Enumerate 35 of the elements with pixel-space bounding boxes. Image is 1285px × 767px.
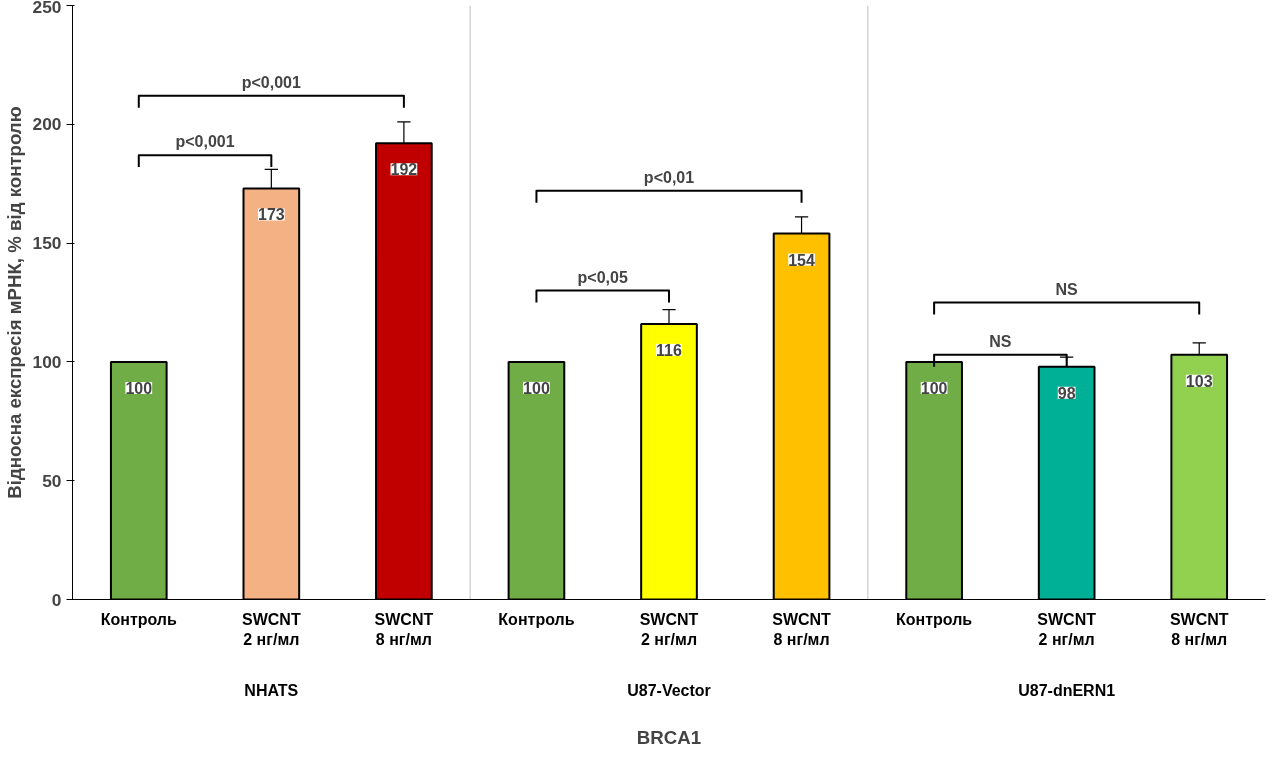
- annotation: p<0,001: [241, 73, 302, 91]
- x-tick-label: SWCNT 2 нг/мл: [1037, 610, 1097, 648]
- data-label: 98: [1057, 384, 1076, 402]
- x-tick-label: SWCNT 2 нг/мл: [639, 610, 699, 648]
- y-tick-label: 200: [32, 114, 62, 135]
- x-axis-title: BRCA1: [636, 726, 702, 748]
- x-tick-label: SWCNT 8 нг/мл: [374, 610, 434, 648]
- x-tick-label: SWCNT 8 нг/мл: [1169, 610, 1229, 648]
- text: U87-Vector: [627, 681, 711, 699]
- annotation: p<0,05: [577, 268, 628, 286]
- data-label: 100: [523, 379, 550, 397]
- y-tick-label: 250: [32, 0, 62, 17]
- y-tick-label: 150: [32, 233, 62, 254]
- data-label: 116: [656, 341, 683, 359]
- text: NHATS: [244, 681, 299, 699]
- annotation: p<0,01: [643, 168, 695, 186]
- y-tick-label: 100: [32, 351, 62, 372]
- x-tick-label: Контроль: [896, 610, 973, 628]
- text: U87-dnERN1: [1018, 681, 1116, 699]
- y-axis-title: Відносна експресія мРНК, % від контролю: [3, 106, 25, 499]
- x-tick-label: SWCNT 8 нг/мл: [772, 610, 832, 648]
- y-tick-label: 50: [42, 470, 62, 491]
- annotation: NS: [989, 332, 1012, 350]
- x-tick-label: Контроль: [498, 610, 575, 628]
- annotation: p<0,001: [175, 133, 235, 151]
- x-tick-label: SWCNT 2 нг/мл: [242, 610, 301, 648]
- data-label: 154: [788, 251, 815, 269]
- data-label: 173: [257, 206, 285, 224]
- data-label: 100: [125, 379, 153, 397]
- data-label: 192: [390, 161, 418, 179]
- data-label: 100: [920, 379, 948, 397]
- annotation: NS: [1055, 280, 1079, 298]
- y-tick-label: 0: [51, 589, 62, 610]
- x-tick-label: Контроль: [100, 610, 178, 628]
- data-label: 103: [1185, 372, 1213, 390]
